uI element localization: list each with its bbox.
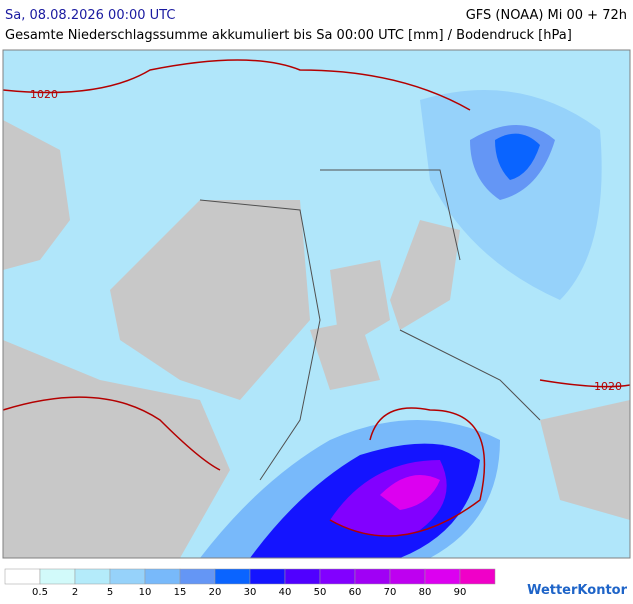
- legend: 0.5 2 5 10 15 20 30 40 50 60 70 80 90: [4, 568, 496, 598]
- legend-label: 5: [107, 587, 113, 598]
- legend-label: 80: [419, 587, 432, 598]
- model: GFS (NOAA) Mi 00 + 72h: [466, 8, 627, 23]
- legend-swatch: [39, 568, 76, 585]
- legend-label: 60: [349, 587, 362, 598]
- legend-label: 50: [314, 587, 327, 598]
- legend-label: 10: [139, 587, 152, 598]
- legend-label: 0.5: [32, 587, 48, 598]
- map: 1020 1020: [2, 49, 631, 559]
- legend-swatch: [109, 568, 146, 585]
- legend-swatch: [424, 568, 461, 585]
- logo: WetterKontor: [527, 583, 628, 598]
- legend-label: 15: [174, 587, 187, 598]
- legend-swatch: [389, 568, 426, 585]
- legend-label: 90: [454, 587, 467, 598]
- legend-label: 30: [244, 587, 257, 598]
- legend-label: 20: [209, 587, 222, 598]
- legend-swatch: [214, 568, 251, 585]
- legend-label: 40: [279, 587, 292, 598]
- legend-swatch: [459, 568, 496, 585]
- isobar-label: 1020: [30, 88, 58, 101]
- legend-swatch: [319, 568, 356, 585]
- legend-swatch: [354, 568, 391, 585]
- subtitle: Gesamte Niederschlagssumme akkumuliert b…: [5, 28, 572, 43]
- legend-swatch: [4, 568, 41, 585]
- legend-swatch: [249, 568, 286, 585]
- legend-swatch: [284, 568, 321, 585]
- legend-swatch: [144, 568, 181, 585]
- legend-swatch: [179, 568, 216, 585]
- legend-swatch: [74, 568, 111, 585]
- isobar-label: 1020: [594, 380, 622, 393]
- legend-label: 70: [384, 587, 397, 598]
- date: Sa, 08.08.2026 00:00 UTC: [5, 8, 175, 23]
- legend-label: 2: [72, 587, 78, 598]
